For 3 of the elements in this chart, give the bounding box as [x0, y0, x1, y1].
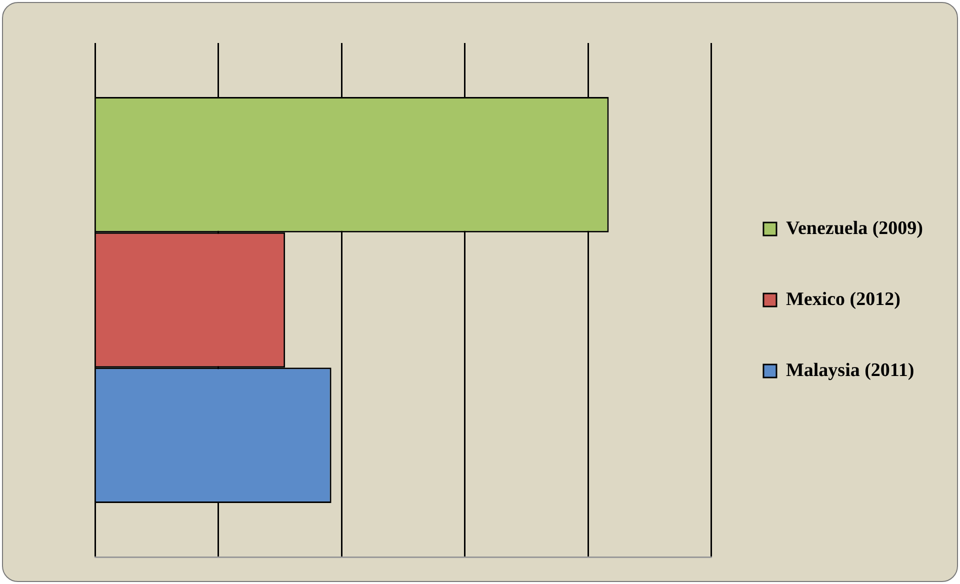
legend-label: Mexico (2012) — [786, 288, 900, 310]
legend-label: Venezuela (2009) — [786, 218, 924, 239]
legend-label: Malaysia (2011) — [786, 360, 914, 381]
